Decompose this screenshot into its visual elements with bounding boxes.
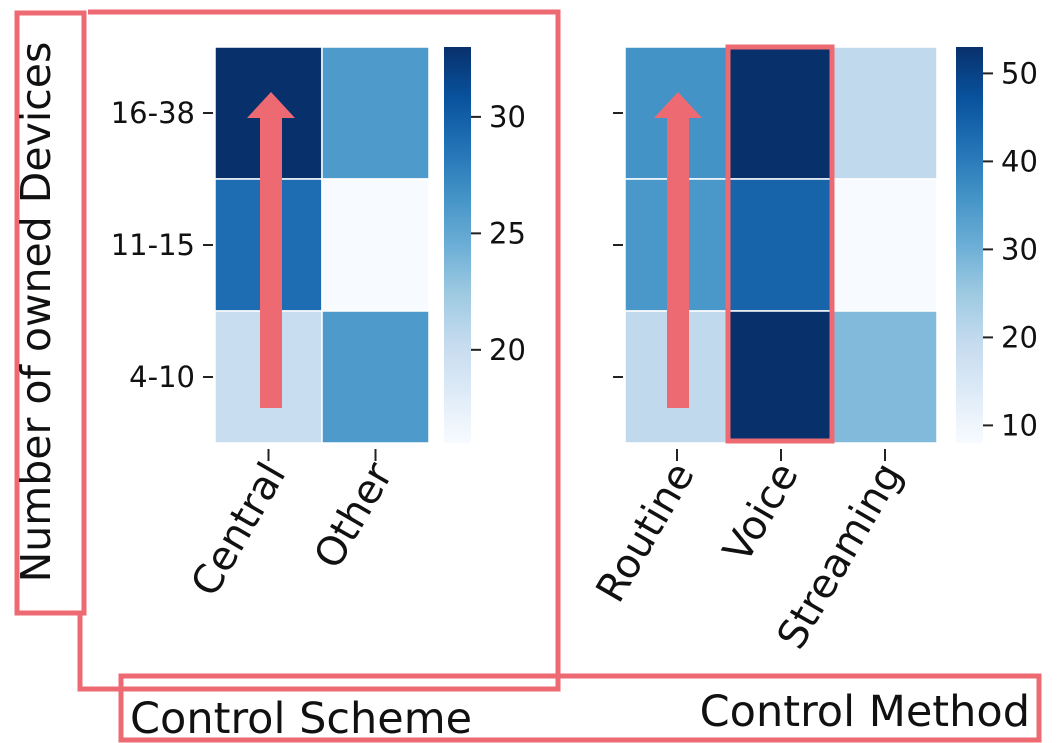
heatmap-cell [728,46,834,180]
left-panel-title: Control Scheme [130,694,472,743]
right-panel-title: Control Method [700,687,1030,737]
heatmap-cell [832,46,938,180]
x-tick-label: Central [182,455,295,604]
heatmap-cell [321,178,430,312]
colorbar-tick-label: 20 [1001,320,1038,354]
colorbar-tick-label: 50 [1001,56,1038,90]
y-axis-label: Number of owned Devices [12,42,60,583]
heatmap-cell [728,310,834,444]
heatmap-cell [321,310,430,444]
colorbar-tick-label: 25 [489,216,526,250]
heatmap-cell [321,46,430,180]
titles-box [118,673,1042,743]
colorbar [444,47,471,443]
y-label-box [14,10,87,616]
heatmap-cell [728,178,834,312]
heatmap-panel-1: 16-38 11-15 4-10 Central Other 20 25 30 [111,46,526,604]
x-tick-label: Routine [588,455,704,610]
y-tick-label: 4-10 [129,360,195,394]
heatmap-panels: 16-38 11-15 4-10 Central Other 20 25 30 Routine V… [111,46,1038,657]
y-tick-label: 16-38 [111,96,195,130]
control-scheme-box [77,9,561,692]
colorbar-tick-label: 30 [489,100,526,134]
x-tick-label: Other [306,455,403,577]
colorbar-tick-label: 10 [1001,408,1038,442]
colorbar-tick-label: 40 [1001,144,1038,178]
colorbar-tick-label: 20 [489,333,526,367]
trend-arrow-routine [654,92,702,408]
heatmap-cell [832,178,938,312]
y-tick-label: 11-15 [111,228,195,262]
heatmap-cell [832,310,938,444]
x-tick-label: Voice [715,455,808,570]
voice-highlight-box [725,44,835,444]
colorbar [956,47,983,443]
annotation-overlays [14,9,1042,743]
trend-arrow-central [247,92,295,408]
colorbar-tick-label: 30 [1001,232,1038,266]
